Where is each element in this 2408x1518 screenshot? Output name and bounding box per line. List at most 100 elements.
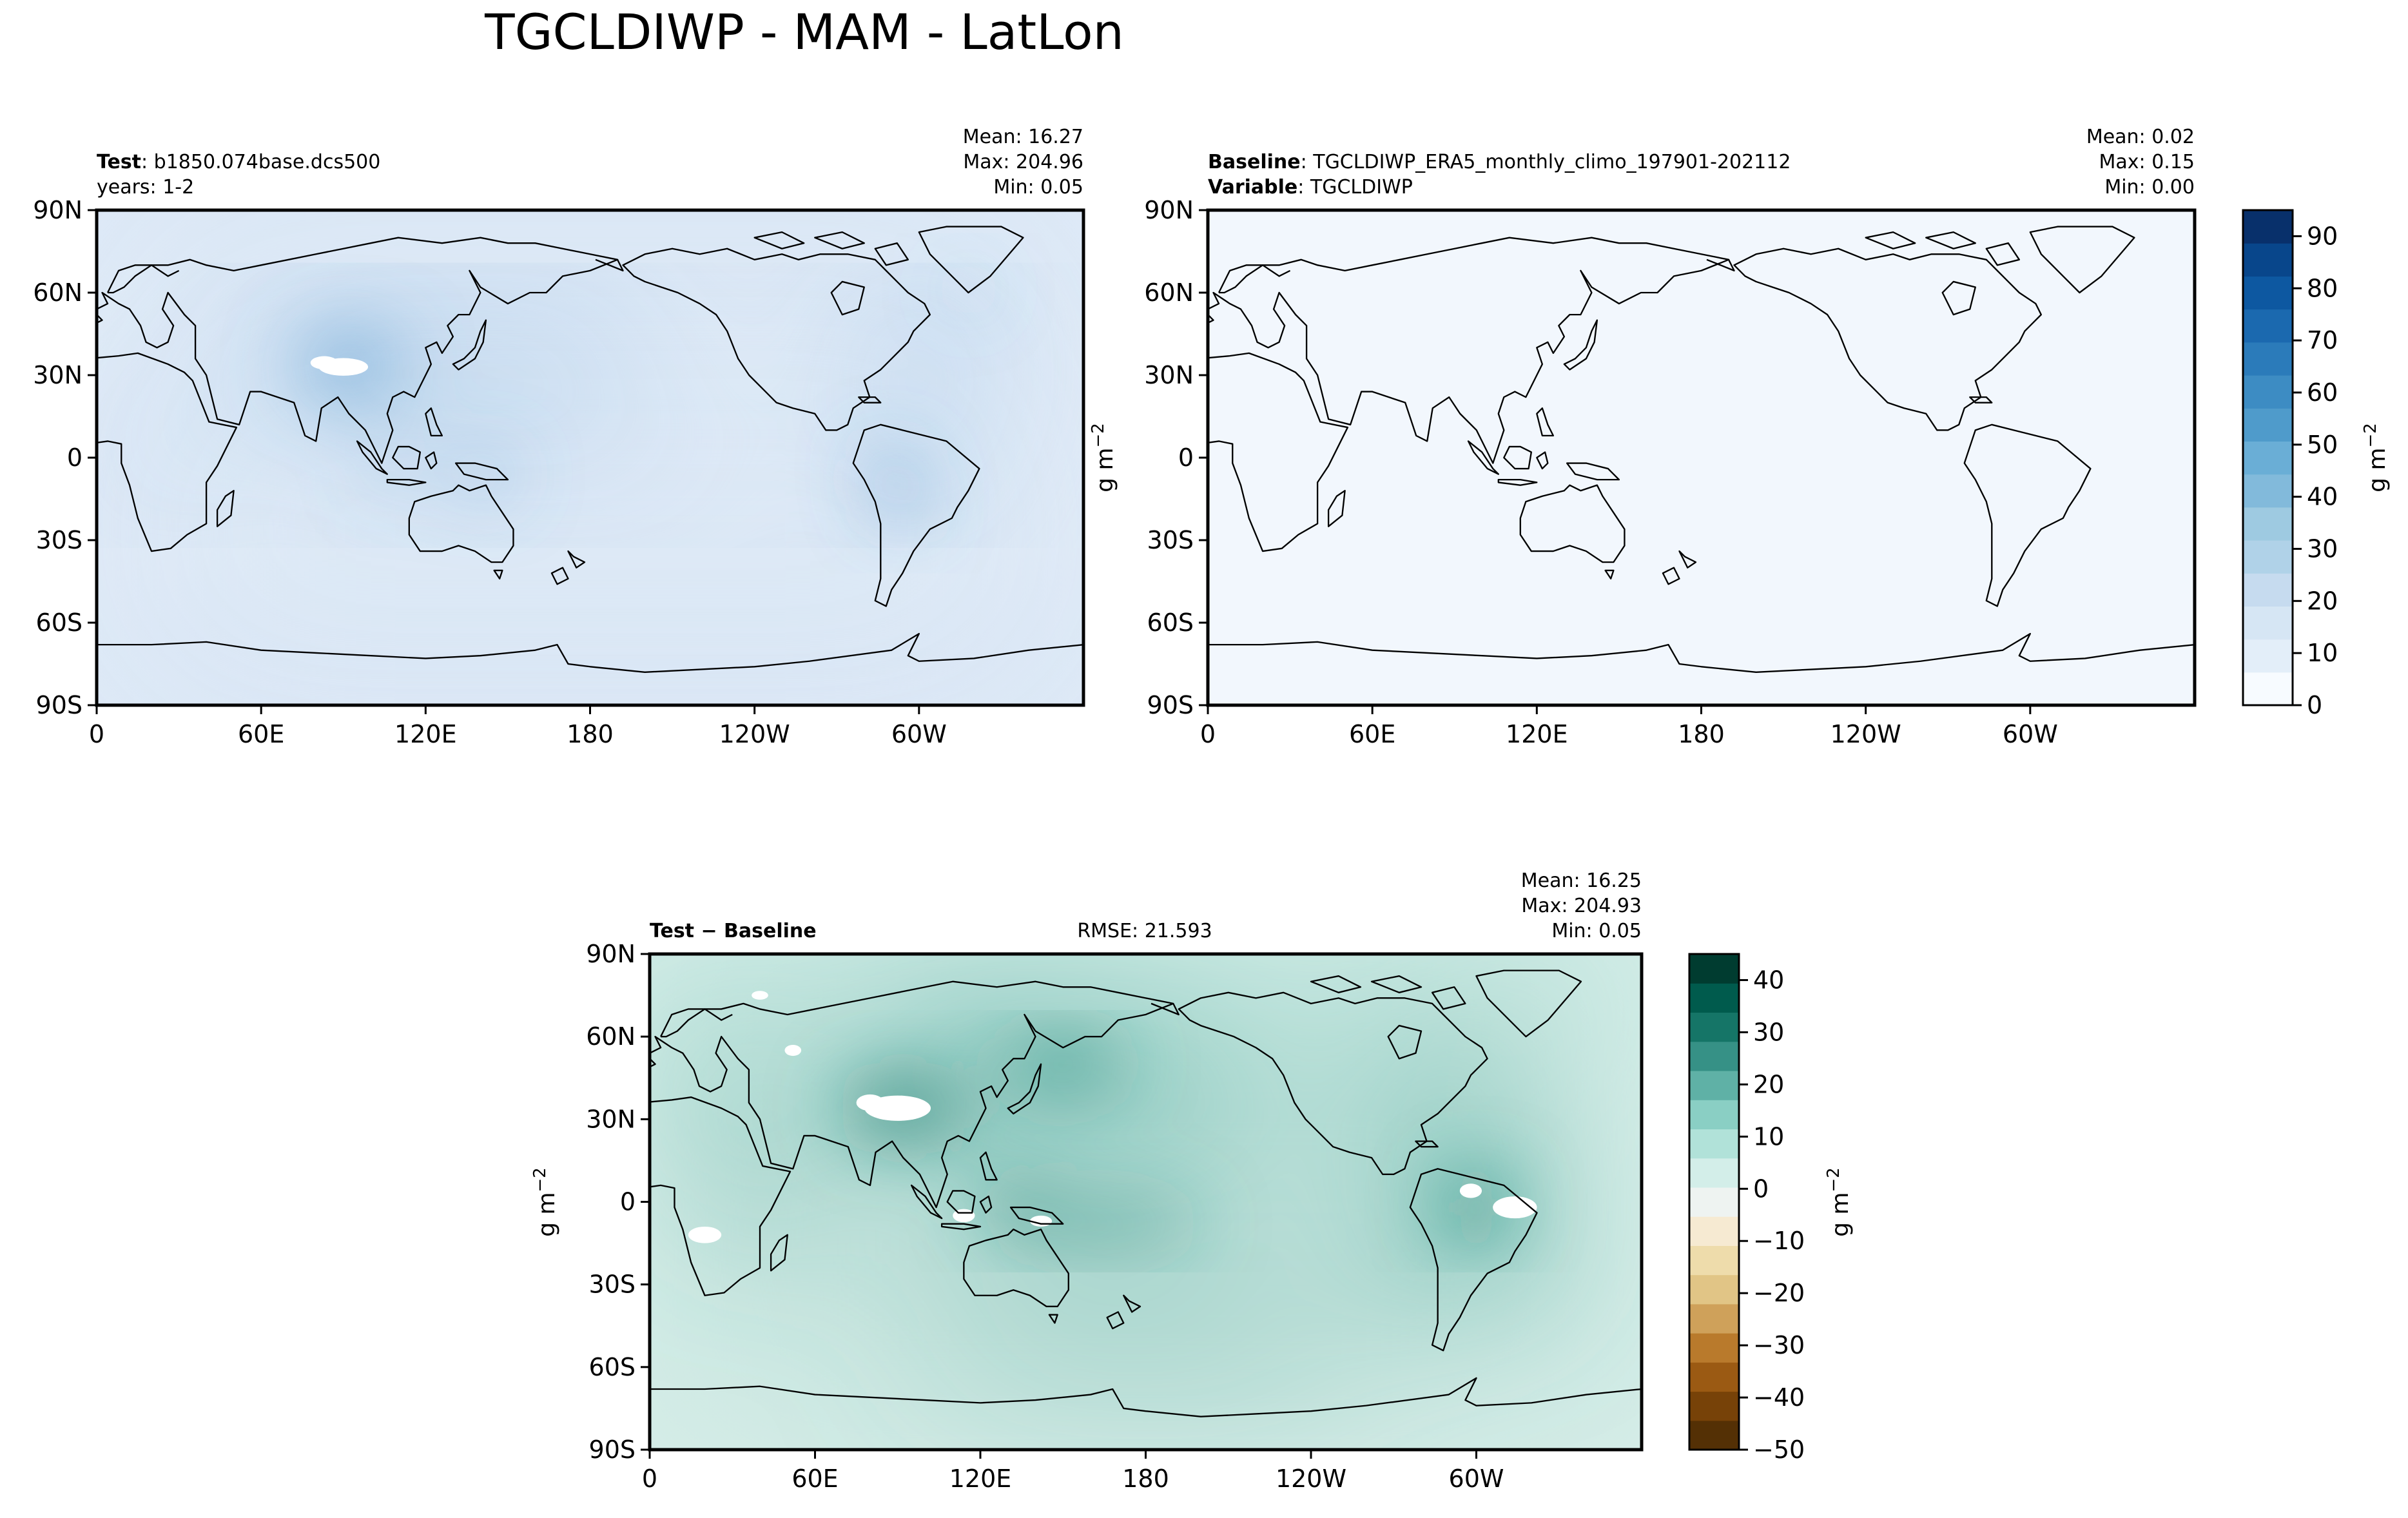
map-test-ytick-label: 30N [33, 361, 83, 389]
panel-baseline-stat-max: Max: 0.15 [2099, 151, 2195, 173]
map-diff-xtick-label: 60W [1449, 1464, 1504, 1493]
colorbar-brbg-band [1689, 1012, 1739, 1042]
map-baseline-xtick-label: 0 [1200, 720, 1216, 748]
colorbar-brbg-band [1689, 1420, 1739, 1450]
colorbar-brbg-tick-label: −50 [1753, 1435, 1805, 1464]
map-baseline-ytick-label: 0 [1178, 443, 1194, 472]
colorbar-brbg-tick-label: −40 [1753, 1383, 1805, 1412]
map-test-xtick-label: 60E [238, 720, 284, 748]
colorbar-brbg-band [1689, 1187, 1739, 1217]
colorbar-brbg-band [1689, 1245, 1739, 1276]
figure-title: TGCLDIWP - MAM - LatLon [484, 3, 1124, 61]
map-test-ytick-label: 30S [36, 526, 83, 554]
colorbar-brbg-tick-label: −10 [1753, 1227, 1805, 1255]
map-diff-xtick-label: 120W [1276, 1464, 1346, 1493]
colorbar-brbg-band [1689, 983, 1739, 1013]
colorbar-brbg-band [1689, 1100, 1739, 1130]
colorbar-brbg-tick-label: −30 [1753, 1331, 1805, 1359]
colorbar-brbg-band [1689, 1129, 1739, 1159]
map-test-ytick-label: 90N [33, 196, 83, 224]
colorbar-brbg-tick-label: −20 [1753, 1279, 1805, 1307]
colorbar-brbg-band [1689, 1216, 1739, 1246]
colorbar-brbg: 40 30 20 10 0 −10 −20 −30 −40 −50 g m−2 [1688, 953, 1854, 1464]
map-baseline-ytick-label: 60S [1147, 608, 1194, 637]
map-diff-ytick-label: 90S [589, 1435, 636, 1464]
colorbar-blues-band [2243, 210, 2293, 244]
map-baseline-ytick-label: 30S [1147, 526, 1194, 554]
colorbar-blues-tick-label: 30 [2307, 534, 2338, 563]
map-diff-xtick-label: 120E [949, 1464, 1012, 1493]
panel-diff-stat-min: Min: 0.05 [1551, 920, 1642, 942]
map-diff-xtick-label: 180 [1122, 1464, 1169, 1493]
map-baseline-ytick-label: 90N [1144, 196, 1194, 224]
colorbar-brbg-band [1689, 1391, 1739, 1421]
panel-diff-stat-max: Max: 204.93 [1521, 895, 1642, 917]
panel-test-stat-max: Max: 204.96 [963, 151, 1083, 173]
map-diff-ytick-label: 30N [586, 1105, 636, 1133]
map-baseline-ytick-label: 30N [1144, 361, 1194, 389]
colorbar-brbg-band [1689, 1274, 1739, 1305]
colorbar-blues-band [2243, 342, 2293, 376]
colorbar-blues-band [2243, 309, 2293, 343]
colorbar-brbg-band [1689, 1070, 1739, 1100]
colorbar-brbg-band [1689, 1333, 1739, 1363]
colorbar-blues-tick-label: 40 [2307, 483, 2338, 511]
panel-diff: Test − Baseline RMSE: 21.593 Mean: 16.25… [530, 870, 1644, 1493]
colorbar-brbg-frame [1688, 953, 1740, 1451]
colorbar-blues-tick-label: 10 [2307, 639, 2338, 667]
colorbar-blues-tick-label: 60 [2307, 378, 2338, 407]
colorbar-blues-label: g m−2 [2361, 423, 2391, 492]
map-diff-ytick-label: 60S [589, 1353, 636, 1381]
map-test-ytick-label: 60S [36, 608, 83, 637]
map-test-xtick-label: 60W [891, 720, 947, 748]
map-baseline-ytick-label: 60N [1144, 278, 1194, 307]
map-baseline-xtick-label: 120W [1830, 720, 1901, 748]
colorbar-brbg-tick-label: 40 [1753, 966, 1784, 994]
map-test-xtick-label: 180 [567, 720, 614, 748]
map-diff-ytick-label: 60N [586, 1022, 636, 1051]
map-test-xtick-label: 120E [394, 720, 457, 748]
colorbar-blues-band [2243, 474, 2293, 508]
colorbar-brbg-label: g m−2 [1824, 1167, 1854, 1237]
colorbar-blues-tick-label: 70 [2307, 326, 2338, 355]
colorbar-brbg-band [1689, 1303, 1739, 1334]
colorbar-blues: 0 10 20 30 40 50 60 70 80 90 g m−2 [2242, 209, 2391, 719]
colorbar-blues-band [2243, 375, 2293, 409]
colorbar-blues-tick-label: 90 [2307, 222, 2338, 250]
panel-baseline-stat-mean: Mean: 0.02 [2086, 126, 2195, 148]
colorbar-blues-tick-label: 80 [2307, 274, 2338, 302]
colorbar-brbg-band [1689, 1362, 1739, 1392]
colorbar-brbg-band [1689, 1041, 1739, 1071]
map-baseline [1208, 210, 2195, 705]
map-diff-xtick-label: 0 [642, 1464, 657, 1493]
colorbar-blues-frame [2242, 209, 2294, 706]
colorbar-blues-band [2243, 441, 2293, 475]
map-baseline-ytick-label: 90S [1147, 691, 1194, 719]
map-test-xtick-label: 120W [719, 720, 790, 748]
colorbar-brbg-band [1689, 1158, 1739, 1188]
map-test-xtick-label: 0 [89, 720, 104, 748]
colorbar-brbg-tick-label: 0 [1753, 1174, 1769, 1203]
map-diff-ytick-label: 90N [586, 940, 636, 968]
panel-diff-stat-mean: Mean: 16.25 [1521, 870, 1642, 892]
colorbar-blues-tick-label: 20 [2307, 587, 2338, 615]
map-baseline-xtick-label: 120E [1506, 720, 1568, 748]
colorbar-brbg-band [1689, 954, 1739, 984]
panel-baseline: Baseline: TGCLDIWP_ERA5_monthly_climo_19… [1089, 126, 2197, 748]
colorbar-blues-band [2243, 276, 2293, 310]
map-test [97, 210, 1083, 705]
panel-test-stat-mean: Mean: 16.27 [963, 126, 1083, 148]
map-diff-ytick-label: 30S [589, 1270, 636, 1299]
panel-baseline-sub: Variable: TGCLDIWP [1208, 176, 1413, 199]
panel-diff-ylabel: g m−2 [530, 1167, 560, 1237]
panel-test-stat-min: Min: 0.05 [993, 176, 1083, 199]
panel-baseline-label: Baseline: TGCLDIWP_ERA5_monthly_climo_19… [1208, 151, 1791, 173]
colorbar-blues-band [2243, 606, 2293, 640]
map-diff [650, 954, 1642, 1450]
map-diff-xtick-label: 60E [791, 1464, 838, 1493]
panel-baseline-stat-min: Min: 0.00 [2104, 176, 2195, 199]
